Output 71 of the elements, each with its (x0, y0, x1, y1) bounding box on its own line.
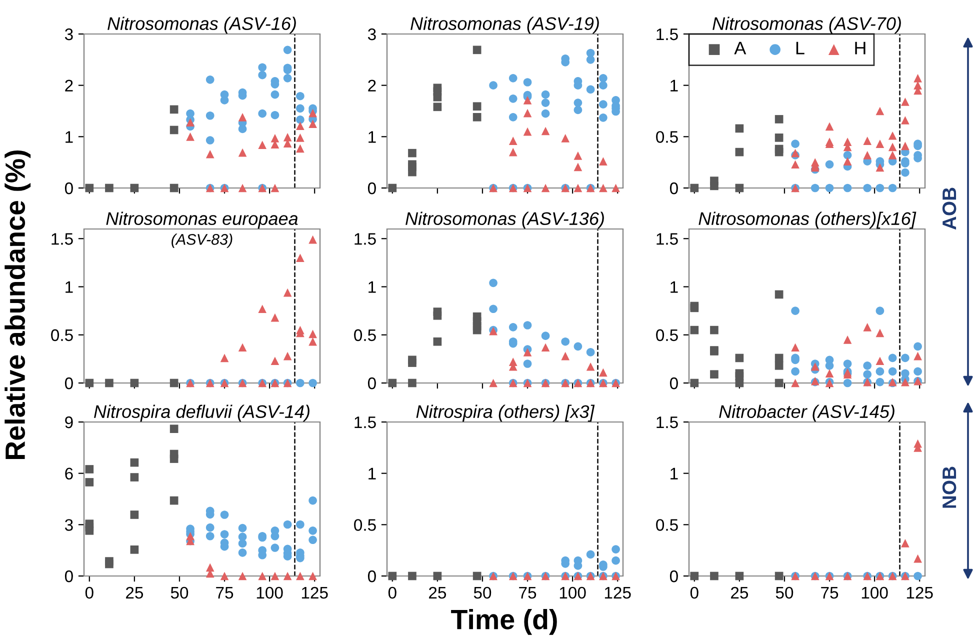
y-tick-label: 1.5 (656, 233, 678, 245)
y-tick-label: 0 (64, 377, 73, 390)
y-tick-label: 0.5 (656, 519, 678, 531)
x-tick-label: 0 (85, 586, 94, 599)
x-tick-label: 50 (474, 586, 492, 599)
y-tick-label: 1.5 (656, 28, 678, 40)
x-tick-label: 25 (731, 586, 748, 599)
y-tick-label: 1.5 (656, 416, 678, 428)
chart-title: Nitrobacter (ASV-145) (719, 404, 894, 422)
y-tick-label: 3 (368, 28, 376, 40)
x-tick-label: 125 (604, 586, 631, 599)
legend-label: L (796, 42, 804, 54)
y-tick-label: 6 (65, 468, 73, 480)
y-tick-label: 0.5 (656, 131, 678, 143)
y-tick-label: 0.5 (656, 329, 678, 342)
y-tick-label: 1 (670, 80, 678, 92)
chart-title: Nitrosomonas (others)[x16] (698, 212, 916, 229)
chart-title: Nitrosomonas (ASV-16) (108, 16, 296, 34)
x-tick-label: 100 (862, 586, 888, 599)
x-tick-label: 50 (170, 586, 188, 599)
x-tick-label: 25 (126, 586, 144, 599)
x-tick-label: 100 (560, 586, 586, 599)
text: AOB (942, 188, 956, 230)
chart-title: Nitrospira (others) [x3] (416, 404, 595, 422)
chart-title: Nitrosomonas (ASV-70) (712, 16, 901, 34)
y-tick-label: 1 (66, 281, 73, 293)
chart-title: Nitrosomonas (ASV-136) (406, 212, 604, 229)
chart-title: Nitrosomonas europaea (106, 212, 298, 229)
y-tick-label: 1.5 (354, 416, 376, 428)
x-tick-label: 125 (302, 586, 328, 599)
y-tick-label: 1 (670, 281, 678, 293)
y-tick-label: 0 (368, 377, 376, 390)
chart-title: Nitrospira defluvii (ASV-14) (94, 404, 310, 422)
text: NOB (942, 466, 956, 508)
x-tick-label: 125 (906, 586, 933, 599)
x-tick-label: 75 (821, 587, 838, 599)
chart-subtitle: (ASV-83) (172, 234, 232, 248)
x-tick-label: 100 (256, 586, 283, 599)
y-tick-label: 0 (670, 377, 678, 390)
y-tick-label: 0 (368, 182, 376, 194)
y-tick-label: 0 (64, 182, 73, 194)
y-tick-label: 0 (670, 570, 678, 582)
y-tick-label: 1 (368, 131, 376, 143)
y-tick-label: 1 (66, 131, 73, 143)
x-axis-title: Time (d) (451, 608, 557, 635)
x-tick-label: 25 (429, 586, 446, 599)
x-tick-label: 75 (216, 587, 234, 599)
legend-label: H (855, 42, 866, 54)
y-tick-label: 0.5 (354, 329, 376, 342)
y-tick-label: 1.5 (354, 233, 376, 245)
y-tick-label: 0.5 (354, 519, 376, 531)
y-tick-label: 1 (368, 281, 376, 293)
y-tick-label: 9 (65, 416, 73, 428)
chart-title: Nitrosomonas (ASV-19) (410, 16, 599, 34)
x-tick-label: 0 (690, 586, 698, 599)
legend-label: A (734, 42, 746, 54)
y-tick-label: 3 (64, 28, 73, 40)
y-tick-label: 0 (64, 570, 73, 582)
y-tick-label: 0 (670, 182, 678, 194)
y-tick-label: 1 (670, 468, 678, 480)
y-tick-label: 0 (368, 570, 376, 582)
y-tick-label: 1.5 (52, 233, 73, 245)
x-tick-label: 0 (388, 586, 396, 599)
y-tick-label: 2 (65, 80, 73, 92)
y-tick-label: 3 (64, 519, 73, 531)
x-tick-label: 75 (519, 587, 536, 599)
x-tick-label: 50 (776, 586, 794, 599)
y-tick-label: 0.5 (51, 329, 73, 342)
y-tick-label: 2 (368, 80, 376, 92)
y-axis-title: Relative abundance (%) (4, 150, 31, 460)
y-tick-label: 1 (368, 468, 376, 480)
